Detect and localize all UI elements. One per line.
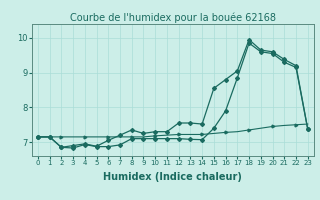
Title: Courbe de l'humidex pour la bouée 62168: Courbe de l'humidex pour la bouée 62168 — [70, 13, 276, 23]
X-axis label: Humidex (Indice chaleur): Humidex (Indice chaleur) — [103, 172, 242, 182]
